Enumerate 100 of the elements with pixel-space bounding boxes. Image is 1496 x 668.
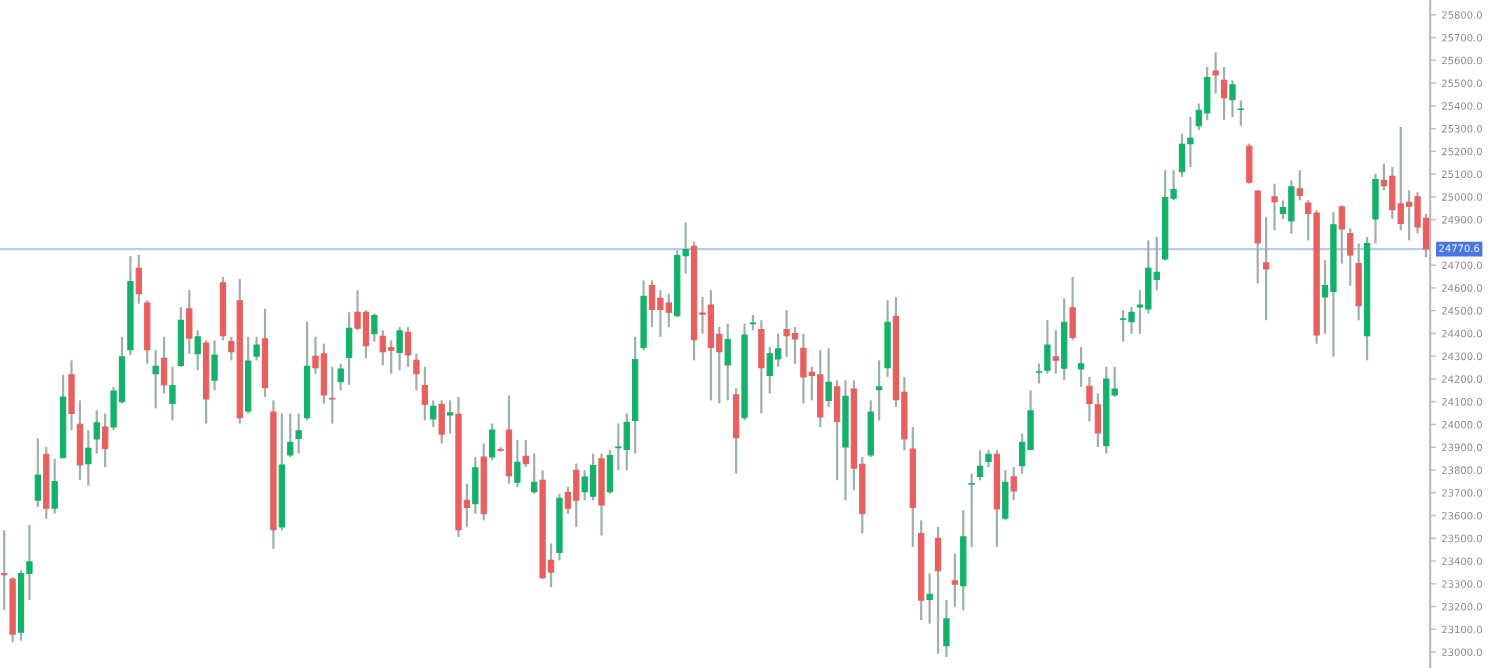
candlestick [1187, 115, 1194, 169]
candlestick [758, 319, 765, 415]
candlestick [186, 289, 193, 355]
candlestick [1397, 125, 1404, 232]
candlestick [598, 452, 605, 537]
candlestick [446, 399, 454, 435]
candlestick [152, 349, 159, 410]
candlestick [875, 359, 883, 422]
candlestick [724, 322, 731, 402]
candlestick [732, 387, 740, 475]
candlestick [648, 279, 656, 329]
candlestick [379, 329, 386, 367]
candlestick [1044, 319, 1051, 375]
candlestick [1128, 305, 1135, 335]
candlestick [791, 325, 799, 365]
candlestick [783, 309, 790, 358]
candlestick [34, 437, 42, 508]
candlestick [623, 412, 630, 472]
candlestick [1355, 242, 1362, 322]
candlestick [943, 599, 950, 658]
candlestick [1061, 297, 1068, 382]
candlestick [371, 312, 378, 343]
candlestick [194, 329, 201, 372]
candlestick [93, 409, 100, 455]
candlestick [1338, 204, 1346, 265]
candlestick [362, 309, 370, 360]
candlestick [531, 452, 538, 495]
candlestick [287, 412, 294, 459]
candlestick [976, 449, 984, 482]
candlestick [1119, 309, 1127, 343]
candlestick [1389, 165, 1396, 221]
candlestick [766, 345, 773, 395]
candlestick [615, 422, 622, 472]
candlestick [329, 365, 336, 425]
candlestick [68, 359, 75, 432]
candlestick [1204, 65, 1211, 122]
candlestick [1288, 179, 1295, 235]
candlestick [1212, 51, 1219, 95]
candlestick [488, 422, 496, 462]
candlestick [833, 379, 841, 482]
candlestick [522, 439, 529, 469]
candlestick [1271, 182, 1278, 232]
candlestick [867, 399, 874, 459]
candlestick [817, 349, 824, 429]
candlestick [101, 412, 109, 469]
candlestick [396, 325, 403, 372]
candlestick [825, 347, 832, 409]
candlestick [606, 449, 614, 495]
candlestick [1010, 465, 1017, 502]
candlestick [160, 335, 168, 395]
candlestick [421, 365, 429, 422]
candlestick [76, 399, 84, 482]
candlestick [1229, 79, 1236, 119]
candlestick [1405, 189, 1413, 242]
candlestick [1086, 375, 1093, 423]
candlestick [1035, 362, 1043, 385]
candlestick [320, 342, 328, 405]
candlestick [472, 455, 479, 515]
candlestick [135, 253, 142, 305]
candlestick [413, 352, 420, 392]
candlestick [775, 332, 782, 368]
candlestick [1220, 65, 1228, 122]
candlestick [1002, 469, 1009, 522]
candlestick [1077, 345, 1085, 389]
candlestick [505, 394, 513, 485]
candlestick [934, 525, 942, 655]
candlestick [85, 429, 92, 487]
candlestick [951, 552, 959, 609]
candlestick [1145, 239, 1152, 315]
candlestick [438, 399, 445, 445]
candlestick [1178, 132, 1186, 178]
candlestick [514, 439, 521, 488]
candlestick [169, 365, 176, 422]
candlestick [295, 412, 302, 455]
candlestick [573, 462, 580, 528]
candlestick [926, 572, 933, 625]
candlestick [1262, 215, 1270, 322]
candlestick [1069, 275, 1076, 342]
candlestick [707, 289, 715, 402]
candlestick [51, 457, 58, 515]
candlestick [800, 332, 807, 405]
candlestick [1296, 169, 1303, 202]
candlestick [884, 299, 891, 379]
candlestick [404, 325, 412, 368]
candlestick [345, 311, 353, 386]
candlestick [1246, 142, 1253, 185]
candlestick [211, 339, 218, 392]
candlestick [1094, 392, 1102, 449]
candlestick [968, 472, 975, 549]
candlestick [657, 289, 664, 338]
candlestick [665, 292, 672, 329]
candlestick [1237, 99, 1245, 127]
candlestick [337, 362, 344, 392]
candlestick [430, 399, 437, 429]
candlestick [144, 299, 151, 365]
candlestick [1, 529, 8, 612]
candlestick [1052, 329, 1059, 375]
candlestick [253, 335, 260, 362]
candlestick [589, 452, 597, 502]
candlestick [1347, 227, 1354, 287]
